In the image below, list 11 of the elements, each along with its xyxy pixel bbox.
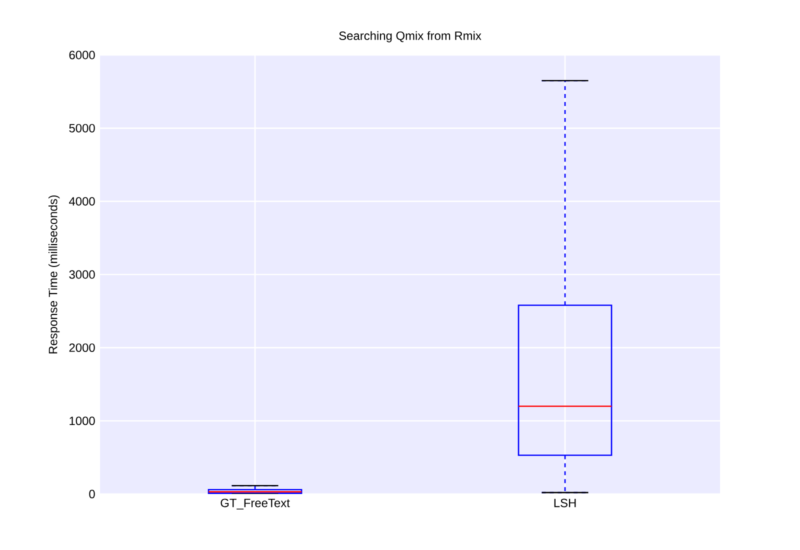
- chart-title: Searching Qmix from Rmix: [339, 31, 482, 42]
- y-axis-title: Response Time (milliseconds): [48, 195, 60, 354]
- y-tick-label: 0: [89, 490, 95, 498]
- y-tick-label: 6000: [69, 50, 95, 60]
- y-tick-label: 1000: [70, 416, 95, 426]
- y-tick-label: 4000: [69, 197, 95, 206]
- y-tick-label: 2000: [69, 343, 95, 352]
- x-tick-label: LSH: [554, 498, 576, 508]
- y-tick-label: 5000: [69, 124, 95, 132]
- x-tick-label: GT_FreeText: [220, 498, 290, 510]
- y-tick-label: 3000: [69, 270, 95, 279]
